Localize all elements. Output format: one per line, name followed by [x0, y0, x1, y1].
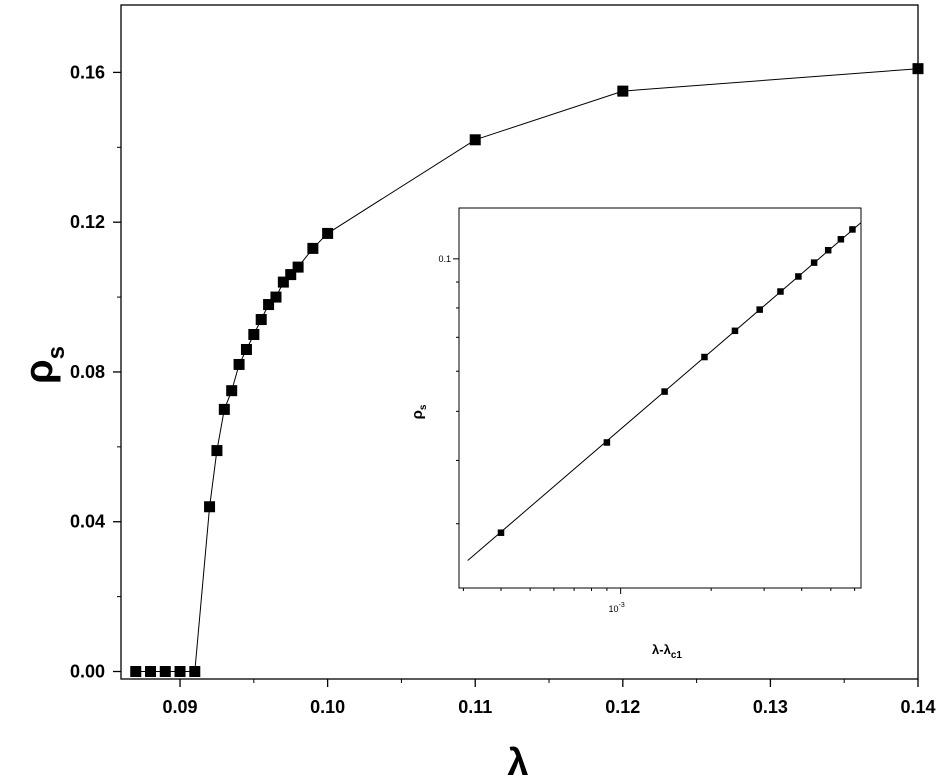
- main-x-tick-label: 0.09: [163, 697, 198, 717]
- main-x-axis-label: λ: [507, 742, 528, 782]
- main-y-axis-label-symbol: ρ: [17, 359, 61, 384]
- main-x-tick-label: 0.13: [753, 697, 788, 717]
- main-data-point: [270, 291, 282, 303]
- inset-data-point: [731, 327, 739, 335]
- main-data-point: [226, 385, 238, 397]
- main-plot: 0.09 0.10 0.11 0.12 0.13 0.14 0.00 0.04 0.08 0.1…: [17, 4, 936, 782]
- main-data-point: [204, 501, 216, 513]
- main-data-point: [277, 276, 289, 288]
- inset-y-tick-label: 0.1: [438, 254, 451, 264]
- inset-data-point: [756, 306, 763, 313]
- inset-data-point: [603, 439, 611, 446]
- inset-x-axis: [462, 588, 856, 594]
- main-x-tick-label: 0.12: [605, 697, 640, 717]
- main-data-point: [248, 329, 260, 341]
- inset-x-axis-label: λ-λc1: [652, 642, 682, 661]
- inset-x-axis-label-subscript: c1: [671, 650, 683, 661]
- main-data-point: [159, 666, 171, 678]
- inset-plot: 10-3 0.1 λ-λc1 ρs: [409, 207, 862, 661]
- inset-x-tick-label: 10-3: [609, 602, 625, 614]
- main-y-tick-label: 0.16: [70, 62, 105, 82]
- inset-x-tick-label-exponent: -3: [619, 602, 625, 609]
- main-data-point: [233, 358, 245, 370]
- inset-data-point: [661, 388, 668, 395]
- main-data-point: [285, 269, 297, 281]
- inset-y-axis-label: ρs: [409, 404, 429, 419]
- inset-data-point: [497, 529, 505, 536]
- inset-data-point: [777, 288, 784, 295]
- inset-data-point: [837, 236, 845, 243]
- inset-series-markers: [497, 226, 856, 536]
- main-y-axis-label-subscript: s: [43, 346, 70, 359]
- main-y-axis-label: ρs: [17, 346, 70, 384]
- inset-x-axis-label-main: λ-λ: [652, 642, 672, 657]
- main-data-point: [255, 314, 267, 326]
- main-series-markers: [130, 63, 924, 678]
- main-y-axis: 0.00 0.04 0.08 0.12 0.16: [70, 62, 121, 682]
- inset-data-point: [795, 273, 802, 280]
- main-data-point: [469, 134, 481, 146]
- main-y-tick-label: 0.12: [70, 212, 105, 232]
- main-data-point: [617, 85, 629, 97]
- main-data-point: [307, 242, 319, 254]
- main-data-point: [211, 445, 223, 457]
- main-data-point: [240, 343, 252, 355]
- main-y-tick-label: 0.00: [70, 662, 105, 682]
- main-x-tick-label: 0.11: [458, 697, 492, 717]
- main-data-point: [145, 666, 157, 678]
- main-data-point: [189, 666, 201, 678]
- inset-plot-frame: [458, 207, 862, 589]
- main-x-tick-label: 0.14: [900, 697, 935, 717]
- main-y-tick-label: 0.04: [70, 512, 105, 532]
- main-data-point: [912, 63, 924, 75]
- main-data-point: [174, 666, 186, 678]
- main-data-point: [130, 666, 142, 678]
- inset-x-tick-label-base: 10: [609, 604, 619, 614]
- inset-data-point: [701, 353, 708, 361]
- main-data-point: [218, 403, 230, 415]
- main-plot-frame: [120, 4, 919, 680]
- main-data-point: [292, 261, 304, 273]
- inset-data-point: [824, 246, 832, 254]
- main-y-tick-label: 0.08: [70, 362, 105, 382]
- main-data-point: [263, 299, 275, 311]
- main-x-axis: 0.09 0.10 0.11 0.12 0.13 0.14: [163, 679, 936, 717]
- main-data-point: [322, 227, 334, 239]
- inset-data-point: [810, 259, 818, 266]
- inset-data-point: [849, 226, 856, 233]
- main-x-tick-label: 0.10: [310, 697, 345, 717]
- inset-y-axis: [453, 258, 459, 525]
- inset-y-axis-label-symbol: ρ: [409, 410, 426, 419]
- inset-y-axis-label-subscript: s: [418, 404, 429, 410]
